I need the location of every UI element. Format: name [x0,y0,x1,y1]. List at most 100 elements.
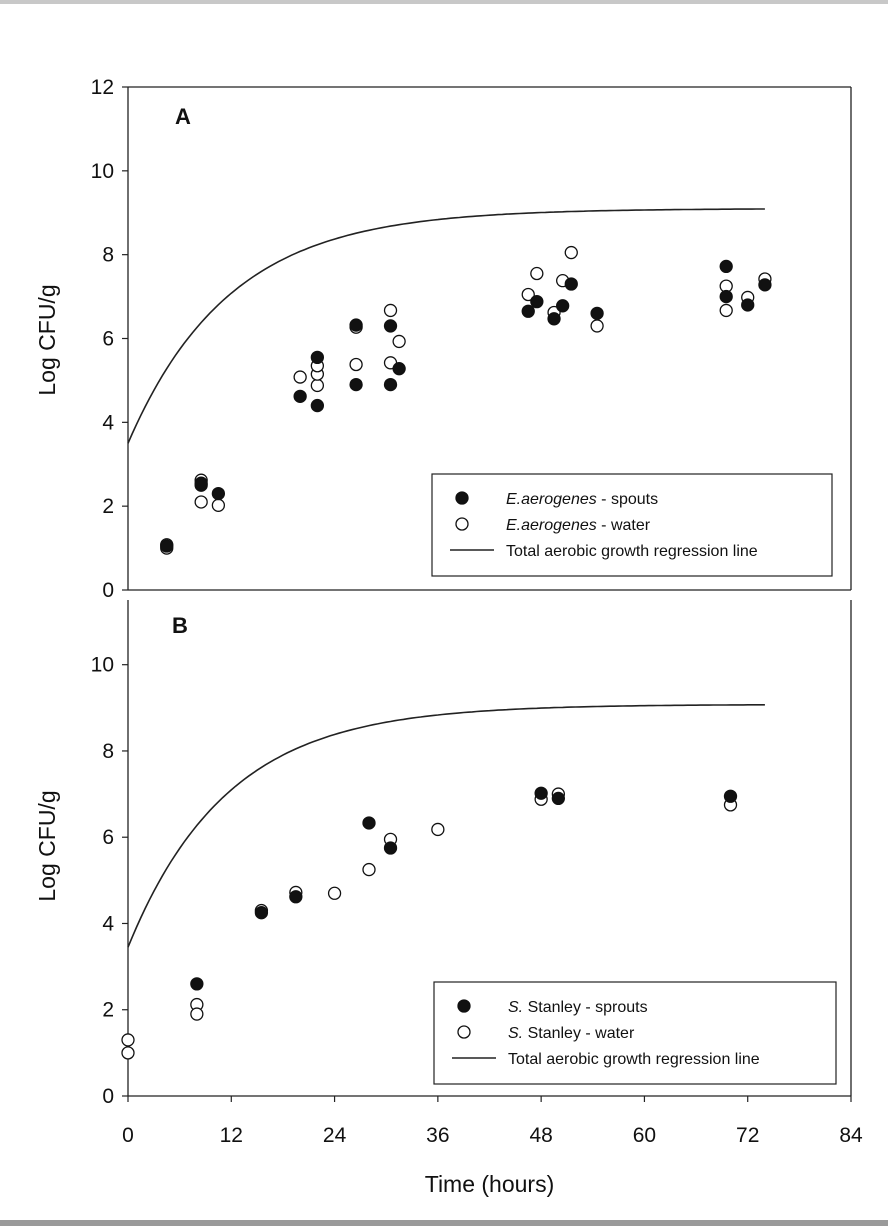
data-point-sprouts [160,539,174,553]
data-point-water [521,287,535,302]
data-point-water [362,862,376,877]
legend-label-text: Stanley - sprouts [523,999,648,1016]
legend-label: Total aerobic growth regression line [508,1051,760,1068]
data-point-water [530,266,544,281]
legend-label-text: - spouts [597,491,658,508]
data-point-sprouts [211,486,226,501]
data-point-water [211,498,226,512]
legend-label-text: Stanley - water [523,1025,635,1042]
y-tick-label: 10 [91,654,114,677]
panel-label: A [175,104,191,129]
legend-label: E.aerogenes - spouts [506,491,658,508]
legend-label: S. Stanley - water [508,1025,635,1042]
data-point-sprouts [741,298,755,312]
data-point-sprouts [547,312,561,326]
legend-marker-water [455,517,469,531]
data-point-sprouts [310,350,325,365]
y-tick-label: 12 [91,76,114,99]
data-point-water [392,334,406,349]
panel-label: B [172,613,188,638]
data-point-sprouts [190,977,204,991]
y-tick-label: 4 [102,912,114,935]
data-point-sprouts [362,816,376,830]
y-tick-label: 8 [102,244,114,267]
x-tick-label: 12 [220,1124,243,1147]
y-tick-label: 6 [102,826,114,849]
x-tick-label: 60 [633,1124,656,1147]
data-point-water [194,495,208,509]
legend-label-italic: S. [508,1025,523,1042]
data-point-sprouts [293,389,307,403]
data-point-sprouts [719,259,733,274]
legend-marker-water [457,1025,471,1039]
legend-label: Total aerobic growth regression line [506,543,758,560]
regression-line [127,704,765,948]
y-tick-label: 2 [102,495,114,518]
data-point-sprouts [719,289,733,304]
data-point-water [293,370,307,384]
window-top-edge [0,0,888,4]
y-axis-title: Log CFU/g [34,284,60,395]
data-point-sprouts [383,377,398,392]
x-tick-label: 72 [736,1124,759,1147]
x-axis-title: Time (hours) [425,1171,555,1197]
data-point-sprouts [392,362,406,376]
data-point-sprouts [534,786,548,800]
data-point-water [590,319,604,333]
legend-marker-sprouts [455,491,469,505]
legend-marker-sprouts [457,999,471,1013]
data-point-water [190,1007,204,1021]
data-point-sprouts [349,318,363,332]
data-point-water [327,886,342,900]
data-point-water [349,357,363,372]
data-point-sprouts [556,299,570,313]
y-tick-label: 8 [102,740,114,763]
data-point-sprouts [349,377,363,392]
legend-label-italic: S. [508,999,523,1016]
data-point-sprouts [564,277,578,291]
legend-label: S. Stanley - sprouts [508,999,648,1016]
data-point-sprouts [590,306,604,321]
data-point-water [719,303,733,318]
data-point-sprouts [194,476,208,490]
y-tick-label: 2 [102,999,114,1022]
legend-label-text: Total aerobic growth regression line [508,1051,760,1068]
legend-label-text: Total aerobic growth regression line [506,543,758,560]
x-tick-label: 48 [529,1124,552,1147]
data-point-sprouts [289,890,303,904]
data-point-sprouts [310,398,325,413]
data-point-water [121,1046,135,1060]
x-tick-label: 36 [426,1124,449,1147]
data-point-sprouts [551,791,566,806]
regression-line [127,208,765,444]
data-point-sprouts [521,304,535,318]
x-tick-label: 0 [122,1124,134,1147]
y-tick-label: 4 [102,411,114,434]
data-point-water [310,378,325,393]
legend-label: E.aerogenes - water [506,517,651,534]
data-point-sprouts [383,841,398,855]
data-point-water [383,303,398,318]
window-bottom-edge [0,1220,888,1226]
data-point-water [564,245,578,260]
x-tick-label: 24 [323,1124,347,1147]
y-tick-label: 10 [91,160,114,183]
data-point-water [431,822,445,837]
y-tick-label: 0 [102,579,114,602]
data-point-sprouts [530,294,544,309]
legend-label-italic: E.aerogenes [506,517,597,534]
y-tick-label: 0 [102,1085,114,1108]
legend-box [431,473,833,577]
data-point-sprouts [723,789,738,803]
data-point-sprouts [758,278,772,292]
data-point-sprouts [383,319,398,333]
legend-label-text: - water [597,517,651,534]
y-axis-title: Log CFU/g [34,790,60,901]
legend-box [433,981,837,1085]
data-point-sprouts [254,906,269,920]
y-tick-label: 6 [102,328,114,351]
legend-label-italic: E.aerogenes [506,491,597,508]
